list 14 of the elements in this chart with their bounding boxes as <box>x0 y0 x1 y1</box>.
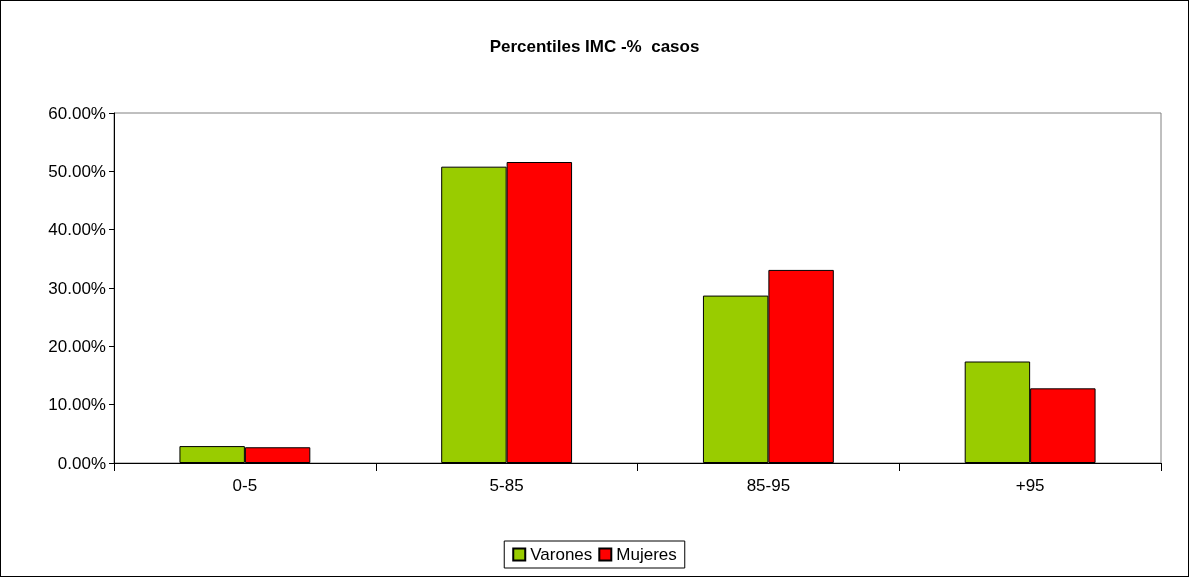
legend-label: Mujeres <box>616 545 677 564</box>
y-tick-label: 30.00% <box>48 278 106 298</box>
y-tick-label: 40.00% <box>48 220 106 240</box>
y-tick-label: 60.00% <box>48 103 106 123</box>
legend-label: Varones <box>530 545 593 564</box>
y-tick-label: 10.00% <box>48 395 106 415</box>
x-tick-label: 5-85 <box>489 476 524 495</box>
y-tick-label: 20.00% <box>48 336 106 356</box>
y-tick-label: 0.00% <box>57 453 106 473</box>
x-tick-label: +95 <box>1015 476 1045 495</box>
x-tick-label: 85-95 <box>746 476 791 495</box>
x-tick-label: 0-5 <box>232 476 258 495</box>
y-tick-label: 50.00% <box>48 161 106 181</box>
chart-title: Percentiles IMC -% casos <box>489 37 700 56</box>
